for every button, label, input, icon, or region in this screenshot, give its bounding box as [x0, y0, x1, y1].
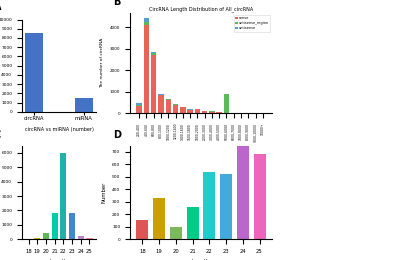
Bar — [209, 112, 215, 113]
Bar — [202, 111, 207, 113]
Bar — [60, 153, 66, 239]
Y-axis label: The number of circRNA: The number of circRNA — [100, 38, 104, 88]
Bar — [144, 22, 149, 25]
Bar — [136, 103, 142, 105]
Text: D: D — [113, 130, 121, 140]
Bar — [25, 33, 43, 112]
X-axis label: circRNA vs miRNA (number): circRNA vs miRNA (number) — [24, 127, 94, 132]
X-axis label: Length: Length — [50, 259, 68, 260]
Bar — [86, 238, 93, 239]
Bar — [237, 0, 249, 239]
Bar — [151, 53, 156, 55]
Bar — [180, 107, 186, 113]
Bar — [153, 198, 165, 239]
Bar — [34, 238, 40, 239]
Bar — [69, 213, 75, 239]
Bar — [151, 55, 156, 113]
X-axis label: Length Range: Length Range — [186, 147, 216, 151]
Bar — [151, 51, 156, 53]
Bar — [136, 106, 142, 113]
Bar — [43, 233, 49, 239]
Title: CircRNA Length Distribution of All_circRNA: CircRNA Length Distribution of All_circR… — [149, 6, 253, 12]
Bar — [173, 105, 178, 113]
Bar — [52, 213, 58, 239]
Bar — [170, 227, 182, 239]
Bar — [187, 109, 193, 110]
Bar — [195, 109, 200, 113]
Bar — [216, 112, 222, 113]
Bar — [224, 94, 229, 113]
Bar — [78, 236, 84, 239]
Bar — [144, 18, 149, 22]
Bar — [75, 98, 93, 112]
Legend: sense, antisense_region, antisense: sense, antisense_region, antisense — [234, 15, 270, 32]
Bar — [158, 95, 164, 113]
Bar — [254, 154, 266, 239]
Text: C: C — [0, 130, 1, 140]
Bar — [220, 174, 232, 239]
Bar — [158, 94, 164, 95]
Text: B: B — [113, 0, 120, 7]
Bar — [166, 99, 171, 100]
Bar — [203, 172, 215, 239]
Bar — [166, 100, 171, 113]
Text: A: A — [0, 2, 1, 12]
Bar — [144, 25, 149, 113]
Y-axis label: Number: Number — [101, 182, 106, 203]
Bar — [136, 105, 142, 106]
X-axis label: Length: Length — [192, 259, 210, 260]
Bar — [187, 110, 193, 113]
Bar — [136, 220, 148, 239]
Bar — [187, 207, 199, 239]
